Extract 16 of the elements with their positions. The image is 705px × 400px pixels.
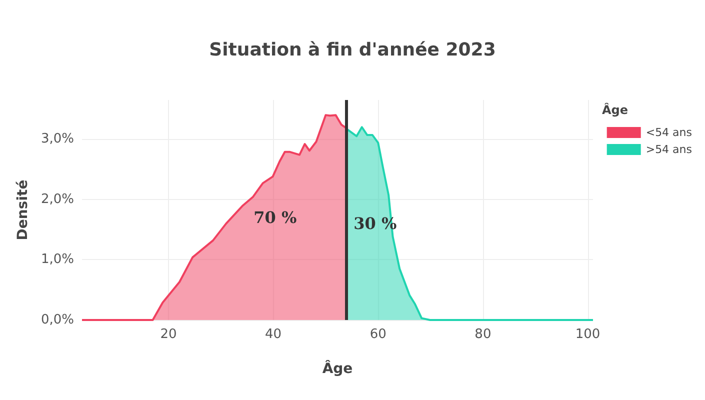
x-tick-label: 80: [474, 327, 492, 342]
legend-label: >54 ans: [646, 143, 692, 156]
annotation: 70 %: [254, 208, 297, 228]
legend-title: Âge: [602, 102, 628, 117]
legend-label: <54 ans: [646, 126, 692, 139]
y-tick-label: 2,0%: [40, 192, 74, 207]
x-tick-label: 40: [265, 327, 282, 342]
x-tick-label: 100: [575, 327, 600, 342]
chart-title: Situation à fin d'année 2023: [209, 40, 496, 60]
x-tick-label: 20: [160, 327, 177, 342]
x-tick-label: 60: [370, 327, 386, 342]
y-axis-title: Densité: [15, 180, 32, 240]
x-axis-title: Âge: [322, 360, 353, 377]
y-tick-label: 0,0%: [40, 312, 74, 328]
y-tick-label: 1,0%: [40, 252, 74, 268]
y-tick-label: 3,0%: [40, 132, 74, 147]
